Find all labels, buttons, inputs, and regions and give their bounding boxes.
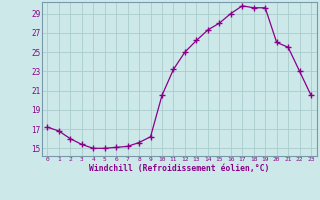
X-axis label: Windchill (Refroidissement éolien,°C): Windchill (Refroidissement éolien,°C) — [89, 164, 269, 173]
